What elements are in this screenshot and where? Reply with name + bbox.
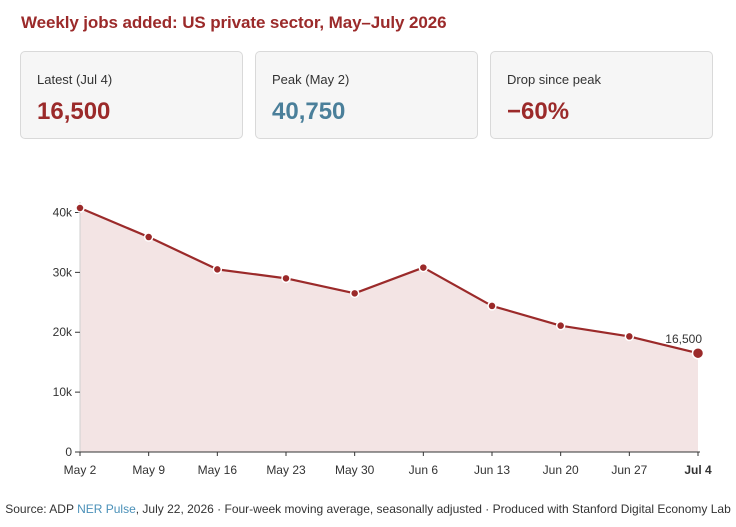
y-tick-label: 10k — [53, 385, 73, 399]
source-suffix: , July 22, 2026 · Four-week moving avera… — [135, 502, 731, 516]
x-tick-label: May 30 — [335, 463, 375, 477]
data-point — [75, 203, 85, 213]
peak-label: Peak (May 2) — [272, 72, 350, 87]
line-chart: 0 10k 20k 30k 40k May 2 May 9 May 16 May 23 May 3… — [0, 190, 736, 490]
end-value-label: 16,500 — [665, 332, 702, 346]
x-tick-label: May 23 — [266, 463, 306, 477]
latest-card: Latest (Jul 4) 16,500 — [20, 51, 243, 139]
peak-card: Peak (May 2) 40,750 — [255, 51, 478, 139]
peak-value: 40,750 — [272, 98, 346, 125]
data-point — [212, 264, 223, 275]
data-point — [487, 301, 497, 311]
y-tick-label: 30k — [53, 265, 73, 279]
x-tick-label: May 16 — [198, 463, 238, 477]
drop-value: −60% — [507, 98, 570, 125]
chart-svg: 0 10k 20k 30k 40k May 2 May 9 May 16 May 23 May 3… — [53, 202, 712, 477]
x-tick-label: Jun 6 — [409, 463, 439, 477]
data-point — [624, 331, 635, 342]
y-tick-label: 20k — [53, 325, 73, 339]
area-fill — [80, 208, 698, 452]
source-link[interactable]: NER Pulse — [77, 502, 136, 516]
x-tick-label: May 2 — [64, 463, 97, 477]
data-point — [418, 262, 429, 273]
data-point — [143, 232, 154, 242]
drop-label: Drop since peak — [507, 72, 601, 87]
chart-title: Weekly jobs added: US private sector, Ma… — [21, 13, 447, 32]
latest-value: 16,500 — [37, 98, 111, 125]
series-line — [79, 206, 699, 355]
x-tick-label: Jul 4 — [684, 463, 712, 477]
y-tick-label: 40k — [53, 205, 73, 219]
end-point — [691, 346, 705, 360]
drop-card: Drop since peak −60% — [490, 51, 713, 139]
x-tick-label: May 9 — [132, 463, 165, 477]
data-point — [349, 288, 360, 299]
source-prefix: Source: ADP — [5, 502, 78, 516]
source-note: Source: ADP NER Pulse, July 22, 2026 · F… — [0, 502, 736, 516]
y-tick-label: 0 — [65, 445, 72, 459]
x-tick-label: Jun 13 — [474, 463, 510, 477]
data-point — [281, 273, 291, 284]
x-tick-label: Jun 27 — [611, 463, 647, 477]
summary-cards: Latest (Jul 4) 16,500 Peak (May 2) 40,75… — [20, 51, 715, 141]
latest-label: Latest (Jul 4) — [37, 72, 113, 87]
data-point — [555, 320, 566, 331]
x-tick-label: Jun 20 — [543, 463, 579, 477]
